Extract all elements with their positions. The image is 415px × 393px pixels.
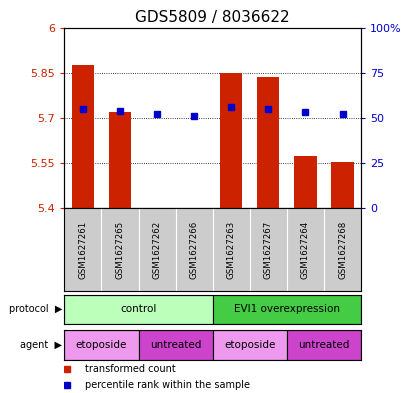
Text: GSM1627264: GSM1627264 [301, 220, 310, 279]
Bar [213, 295, 361, 324]
Text: untreated: untreated [150, 340, 201, 350]
Text: GSM1627268: GSM1627268 [338, 220, 347, 279]
Bar [72, 65, 94, 208]
Text: GSM1627263: GSM1627263 [227, 220, 236, 279]
Text: EVI1 overexpression: EVI1 overexpression [234, 305, 340, 314]
Text: GSM1627267: GSM1627267 [264, 220, 273, 279]
Text: agent  ▶: agent ▶ [20, 340, 62, 350]
Bar [257, 77, 279, 208]
Text: percentile rank within the sample: percentile rank within the sample [85, 380, 250, 389]
Text: GSM1627261: GSM1627261 [78, 220, 88, 279]
Bar [332, 162, 354, 208]
Title: GDS5809 / 8036622: GDS5809 / 8036622 [135, 10, 290, 25]
Text: etoposide: etoposide [224, 340, 276, 350]
Text: GSM1627265: GSM1627265 [115, 220, 124, 279]
Bar [294, 156, 317, 208]
Text: transformed count: transformed count [85, 364, 176, 374]
Bar [64, 295, 213, 324]
Bar [64, 330, 139, 360]
Text: untreated: untreated [298, 340, 350, 350]
Text: control: control [120, 305, 157, 314]
Bar [213, 330, 287, 360]
Bar [139, 330, 213, 360]
Text: GSM1627266: GSM1627266 [190, 220, 199, 279]
Bar [287, 330, 361, 360]
Text: GSM1627262: GSM1627262 [153, 220, 161, 279]
Text: etoposide: etoposide [76, 340, 127, 350]
Bar [109, 112, 131, 208]
Bar [220, 73, 242, 208]
Text: protocol  ▶: protocol ▶ [9, 305, 62, 314]
